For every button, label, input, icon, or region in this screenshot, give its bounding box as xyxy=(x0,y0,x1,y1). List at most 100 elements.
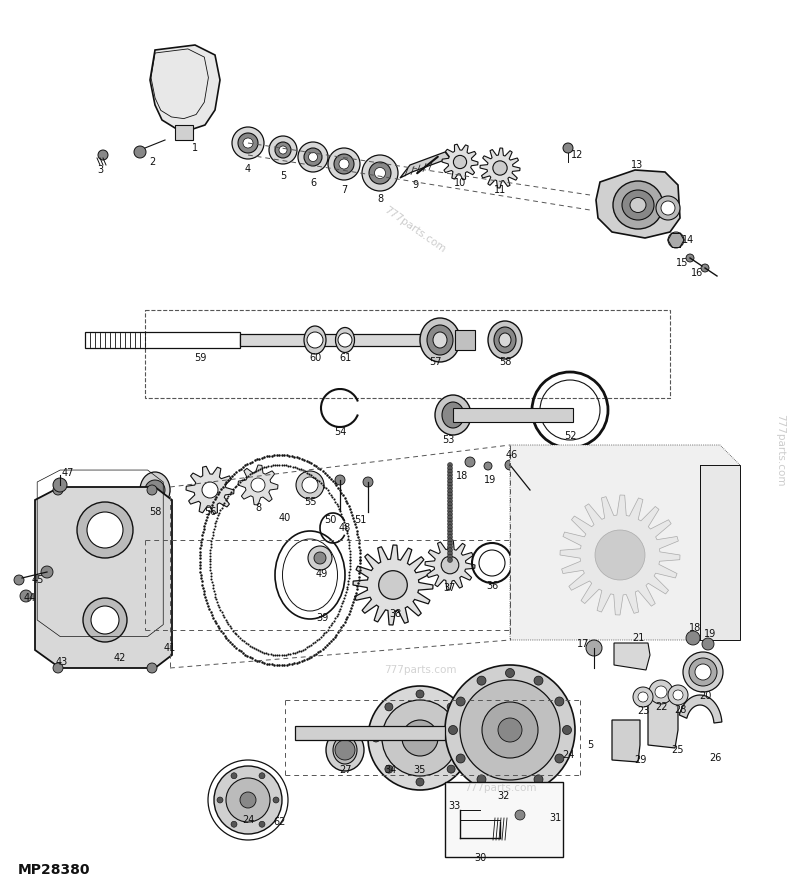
Text: 19: 19 xyxy=(484,475,496,485)
Circle shape xyxy=(338,333,352,347)
Text: 37: 37 xyxy=(444,583,456,593)
Ellipse shape xyxy=(433,332,447,348)
Circle shape xyxy=(279,146,287,154)
Ellipse shape xyxy=(442,402,464,428)
Circle shape xyxy=(385,703,393,711)
Text: 11: 11 xyxy=(494,185,506,195)
Circle shape xyxy=(668,685,688,705)
Text: 777parts.com: 777parts.com xyxy=(464,783,536,793)
Circle shape xyxy=(465,457,475,467)
Circle shape xyxy=(673,690,683,700)
Circle shape xyxy=(447,501,453,507)
Circle shape xyxy=(14,575,24,585)
Text: MP28380: MP28380 xyxy=(18,863,90,877)
Text: 10: 10 xyxy=(454,178,466,188)
Circle shape xyxy=(447,505,453,510)
Circle shape xyxy=(231,773,237,779)
Text: 15: 15 xyxy=(676,258,688,268)
Circle shape xyxy=(334,154,354,174)
Circle shape xyxy=(563,143,573,153)
Polygon shape xyxy=(596,170,680,238)
Text: 4: 4 xyxy=(245,164,251,174)
Text: 32: 32 xyxy=(497,791,509,801)
Text: 38: 38 xyxy=(389,609,401,619)
Circle shape xyxy=(273,797,279,803)
Circle shape xyxy=(482,702,538,758)
Text: 62: 62 xyxy=(274,817,286,827)
Circle shape xyxy=(447,534,453,540)
Circle shape xyxy=(449,726,458,734)
Text: 18: 18 xyxy=(689,623,701,633)
Circle shape xyxy=(506,782,514,791)
Text: 25: 25 xyxy=(672,745,684,755)
Circle shape xyxy=(362,155,398,191)
Text: 12: 12 xyxy=(571,150,583,160)
Circle shape xyxy=(447,469,453,474)
Circle shape xyxy=(217,797,223,803)
Circle shape xyxy=(447,538,453,543)
Polygon shape xyxy=(425,540,475,590)
Circle shape xyxy=(686,254,694,262)
Circle shape xyxy=(20,590,32,602)
Ellipse shape xyxy=(499,333,511,347)
Bar xyxy=(453,408,573,422)
Circle shape xyxy=(416,690,424,698)
Polygon shape xyxy=(400,152,450,178)
Circle shape xyxy=(477,676,486,685)
Circle shape xyxy=(701,264,709,272)
Polygon shape xyxy=(480,148,520,188)
Polygon shape xyxy=(35,487,172,668)
Ellipse shape xyxy=(494,327,516,353)
Text: 3: 3 xyxy=(97,165,103,175)
Circle shape xyxy=(447,541,453,546)
Text: 49: 49 xyxy=(316,569,328,579)
Text: 21: 21 xyxy=(632,633,644,643)
Text: 20: 20 xyxy=(699,691,711,701)
Text: 34: 34 xyxy=(384,765,396,775)
Text: 1: 1 xyxy=(192,143,198,153)
Circle shape xyxy=(562,726,571,734)
Circle shape xyxy=(269,136,297,164)
Ellipse shape xyxy=(435,395,471,435)
Ellipse shape xyxy=(420,318,460,362)
Ellipse shape xyxy=(630,198,646,213)
Circle shape xyxy=(447,557,453,563)
Text: 41: 41 xyxy=(164,643,176,653)
Polygon shape xyxy=(679,695,722,723)
Text: 24: 24 xyxy=(562,750,574,760)
Text: 52: 52 xyxy=(564,431,576,441)
Text: 56: 56 xyxy=(204,507,216,517)
Circle shape xyxy=(368,686,472,790)
Circle shape xyxy=(447,486,453,491)
Circle shape xyxy=(447,509,453,513)
Text: 50: 50 xyxy=(324,515,336,525)
Text: 16: 16 xyxy=(691,268,703,278)
Text: 777parts.com: 777parts.com xyxy=(384,665,456,675)
Text: 22: 22 xyxy=(654,702,667,712)
Polygon shape xyxy=(186,466,234,514)
Circle shape xyxy=(226,778,270,822)
Circle shape xyxy=(586,640,602,656)
Text: 31: 31 xyxy=(549,813,561,823)
Text: 55: 55 xyxy=(304,497,316,507)
Circle shape xyxy=(296,471,324,499)
Circle shape xyxy=(456,697,465,706)
Circle shape xyxy=(656,196,680,220)
Circle shape xyxy=(447,522,453,526)
Circle shape xyxy=(445,665,575,795)
Circle shape xyxy=(447,515,453,520)
Text: 24: 24 xyxy=(242,815,254,825)
Circle shape xyxy=(382,700,458,776)
Circle shape xyxy=(87,512,123,548)
Text: 36: 36 xyxy=(486,581,498,591)
Circle shape xyxy=(83,598,127,642)
Circle shape xyxy=(369,162,391,184)
Text: 13: 13 xyxy=(631,160,643,170)
Bar xyxy=(700,465,740,640)
Text: 23: 23 xyxy=(637,706,649,716)
Circle shape xyxy=(304,148,322,166)
Circle shape xyxy=(53,485,63,495)
Circle shape xyxy=(534,676,543,685)
Circle shape xyxy=(378,571,407,599)
Text: 26: 26 xyxy=(709,753,721,763)
